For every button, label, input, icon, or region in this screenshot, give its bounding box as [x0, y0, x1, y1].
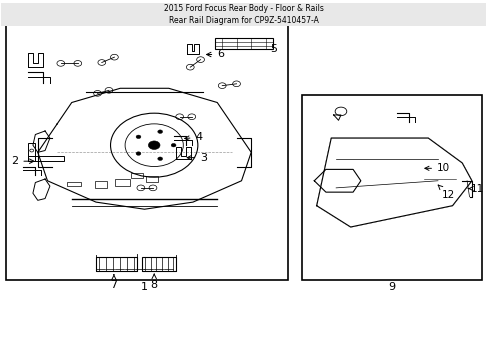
- Circle shape: [136, 152, 141, 155]
- Circle shape: [171, 143, 176, 147]
- Bar: [214, 39, 272, 49]
- Bar: [415, 159, 421, 174]
- Text: 2: 2: [11, 156, 34, 166]
- Circle shape: [148, 141, 160, 149]
- Text: 7: 7: [110, 275, 117, 291]
- Text: 9: 9: [387, 282, 395, 292]
- Text: 1: 1: [141, 282, 148, 292]
- Text: 2015 Ford Focus Rear Body - Floor & Rails
Rear Rail Diagram for CP9Z-5410457-A: 2015 Ford Focus Rear Body - Floor & Rail…: [163, 4, 323, 25]
- Bar: [1, 3, 486, 26]
- Circle shape: [158, 130, 163, 134]
- Bar: [145, 176, 158, 182]
- Bar: [6, 14, 287, 280]
- Bar: [115, 179, 130, 186]
- Text: 5: 5: [270, 44, 277, 54]
- Bar: [96, 257, 137, 271]
- Text: 3: 3: [187, 153, 207, 163]
- Text: 8: 8: [150, 274, 158, 291]
- Circle shape: [158, 157, 163, 161]
- Bar: [28, 156, 64, 161]
- Text: 12: 12: [437, 185, 454, 200]
- Polygon shape: [316, 138, 471, 227]
- Circle shape: [136, 135, 141, 139]
- Text: 11: 11: [467, 184, 483, 194]
- Bar: [67, 182, 81, 186]
- Bar: [302, 95, 481, 280]
- Text: 10: 10: [424, 163, 449, 173]
- Text: 4: 4: [184, 132, 202, 142]
- Bar: [28, 143, 35, 161]
- Bar: [142, 257, 176, 271]
- Bar: [95, 181, 107, 188]
- Bar: [131, 173, 143, 178]
- Text: 6: 6: [206, 49, 224, 59]
- Bar: [415, 170, 445, 174]
